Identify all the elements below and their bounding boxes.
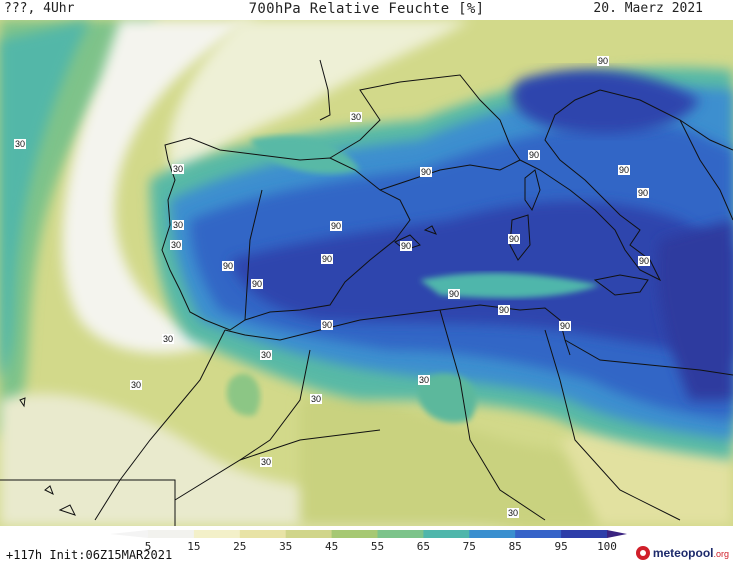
legend-tick-label: 95 [554,540,567,553]
contour-labels: 30 30 30 30 30 30 30 30 30 30 30 30 90 90 90 90 90 90 90 90… [14,56,650,518]
svg-text:90: 90 [331,221,341,231]
contour-label: 90 [498,305,510,315]
svg-text:90: 90 [421,167,431,177]
legend-tick-label: 55 [371,540,384,553]
contour-label: 90 [420,167,432,177]
legend-tick-label: 35 [279,540,292,553]
legend-bar [110,530,627,538]
contour-label: 90 [508,234,520,244]
legend-swatch [148,530,195,538]
legend-arrow-low [110,530,148,538]
valid-time-label: ???, 4Uhr [4,1,75,16]
humidity-field [0,20,733,526]
contour-label: 30 [310,394,322,404]
svg-text:30: 30 [173,220,183,230]
legend-swatch [469,530,516,538]
legend-arrow-high [607,530,627,538]
svg-text:90: 90 [322,254,332,264]
legend-tick-label: 5 [145,540,152,553]
svg-text:30: 30 [163,334,173,344]
legend-tick-label: 85 [509,540,522,553]
contour-label: 30 [162,334,174,344]
svg-text:90: 90 [499,305,509,315]
legend-tick-label: 65 [417,540,430,553]
contour-label: 90 [618,165,630,175]
svg-text:90: 90 [322,320,332,330]
contour-label: 90 [330,221,342,231]
legend-swatch [377,530,424,538]
svg-text:30: 30 [351,112,361,122]
color-legend: 5 15 25 35 45 55 65 75 85 95 100 [110,530,627,553]
svg-text:30: 30 [173,164,183,174]
legend-tick-label: 25 [233,540,246,553]
contour-label: 30 [170,240,182,250]
contour-label: 90 [400,241,412,251]
contour-label: 30 [507,508,519,518]
legend-swatch [515,530,562,538]
contour-label: 90 [321,320,333,330]
contour-label: 30 [260,457,272,467]
svg-text:90: 90 [639,256,649,266]
legend-tick-label: 45 [325,540,338,553]
contour-label: 30 [260,350,272,360]
svg-text:30: 30 [311,394,321,404]
svg-text:90: 90 [449,289,459,299]
svg-text:90: 90 [223,261,233,271]
logo-text: meteopool.org [652,546,729,560]
svg-text:90: 90 [509,234,519,244]
svg-text:90: 90 [619,165,629,175]
contour-label: 90 [528,150,540,160]
legend-swatch [193,530,241,538]
legend-swatch [561,530,608,538]
svg-text:90: 90 [598,56,608,66]
coastlines [0,59,733,526]
svg-text:30: 30 [508,508,518,518]
svg-text:30: 30 [131,380,141,390]
svg-text:30: 30 [261,350,271,360]
svg-text:90: 90 [401,241,411,251]
contour-label: 90 [559,321,571,331]
contour-label: 90 [637,188,649,198]
contour-label: 90 [638,256,650,266]
legend-tick-label: 75 [463,540,476,553]
map-title: 700hPa Relative Feuchte [%] [248,1,485,17]
svg-text:30: 30 [15,139,25,149]
header-bar: ???, 4Uhr 700hPa Relative Feuchte [%] 20… [0,0,733,20]
contour-label: 90 [597,56,609,66]
contour-label: 90 [321,254,333,264]
legend-swatch [285,530,333,538]
contour-label: 90 [222,261,234,271]
svg-text:90: 90 [638,188,648,198]
svg-text:30: 30 [171,240,181,250]
contour-label: 30 [172,220,184,230]
legend-ticks: 5 15 25 35 45 55 65 75 85 95 100 [145,540,617,553]
svg-text:90: 90 [529,150,539,160]
humidity-map: 30 30 30 30 30 30 30 30 30 30 30 30 90 90 90 90 90 90 90 90… [0,20,733,526]
legend-swatch [423,530,470,538]
svg-text:90: 90 [252,279,262,289]
svg-text:90: 90 [560,321,570,331]
legend-tick-label: 100 [597,540,617,553]
logo-icon [635,546,650,560]
init-time-label: +117h Init:06Z15MAR2021 [6,548,173,562]
contour-label: 90 [448,289,460,299]
legend-swatch [331,530,378,538]
contour-label: 90 [251,279,263,289]
svg-text:30: 30 [419,375,429,385]
contour-label: 30 [172,164,184,174]
contour-label: 30 [418,375,430,385]
legend-swatch [239,530,287,538]
contour-label: 30 [14,139,26,149]
legend-tick-label: 15 [187,540,200,553]
contour-label: 30 [130,380,142,390]
contour-label: 30 [350,112,362,122]
meteopool-logo[interactable]: meteopool.org [635,543,729,563]
svg-text:30: 30 [261,457,271,467]
valid-date: 20. Maerz 2021 [593,1,703,16]
